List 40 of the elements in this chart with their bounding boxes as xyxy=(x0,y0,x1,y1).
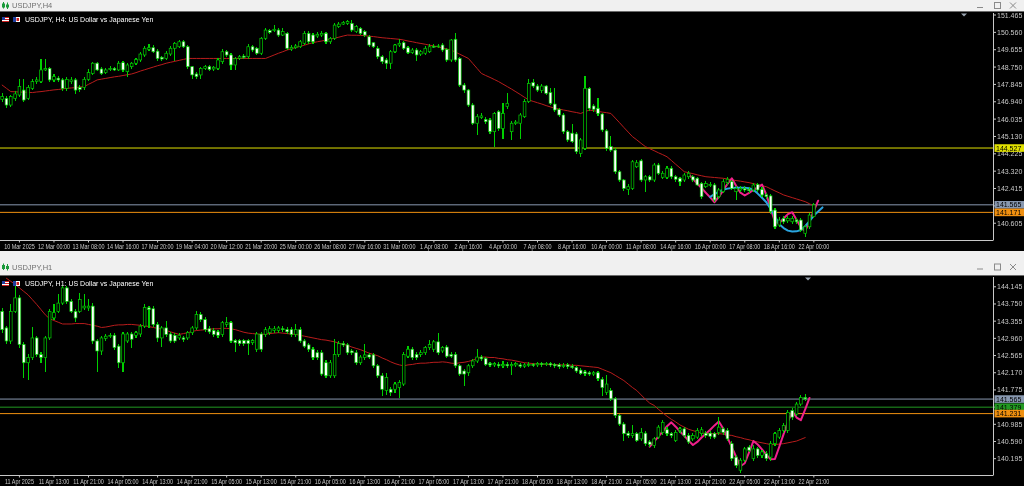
candlestick xyxy=(501,102,505,139)
candlestick xyxy=(492,111,497,148)
candlestick xyxy=(384,373,389,395)
candlestick xyxy=(147,44,151,52)
candlestick xyxy=(319,350,324,377)
candlestick xyxy=(160,55,164,61)
candlestick xyxy=(432,44,436,49)
candlestick xyxy=(678,176,682,186)
candlestick xyxy=(488,362,492,368)
candlestick xyxy=(108,65,112,72)
candlestick xyxy=(255,331,259,352)
line-series xyxy=(709,186,824,233)
candlestick xyxy=(39,59,43,84)
candlestick xyxy=(332,338,337,379)
candlestick xyxy=(501,361,505,368)
candlestick xyxy=(475,348,479,364)
candlestick xyxy=(704,430,708,438)
candlestick xyxy=(570,364,574,370)
candlestick xyxy=(147,305,151,329)
line-series xyxy=(1,34,815,207)
candlestick xyxy=(285,327,289,335)
candlestick xyxy=(747,187,751,194)
candlestick xyxy=(583,370,587,377)
candlestick xyxy=(527,362,531,368)
candlestick xyxy=(134,330,138,338)
candlestick xyxy=(509,362,514,375)
candlestick xyxy=(160,325,164,347)
candlestick xyxy=(419,350,423,357)
candlestick xyxy=(173,41,177,61)
candlestick xyxy=(462,368,466,387)
candlestick xyxy=(194,310,199,331)
candlestick xyxy=(509,121,514,141)
candlestick xyxy=(786,216,790,223)
candlestick xyxy=(514,361,518,367)
candlestick xyxy=(229,320,233,344)
candlestick xyxy=(786,410,790,433)
candlestick xyxy=(449,38,453,62)
candlestick xyxy=(639,158,643,182)
line-series xyxy=(648,396,811,468)
candlestick xyxy=(557,363,561,369)
